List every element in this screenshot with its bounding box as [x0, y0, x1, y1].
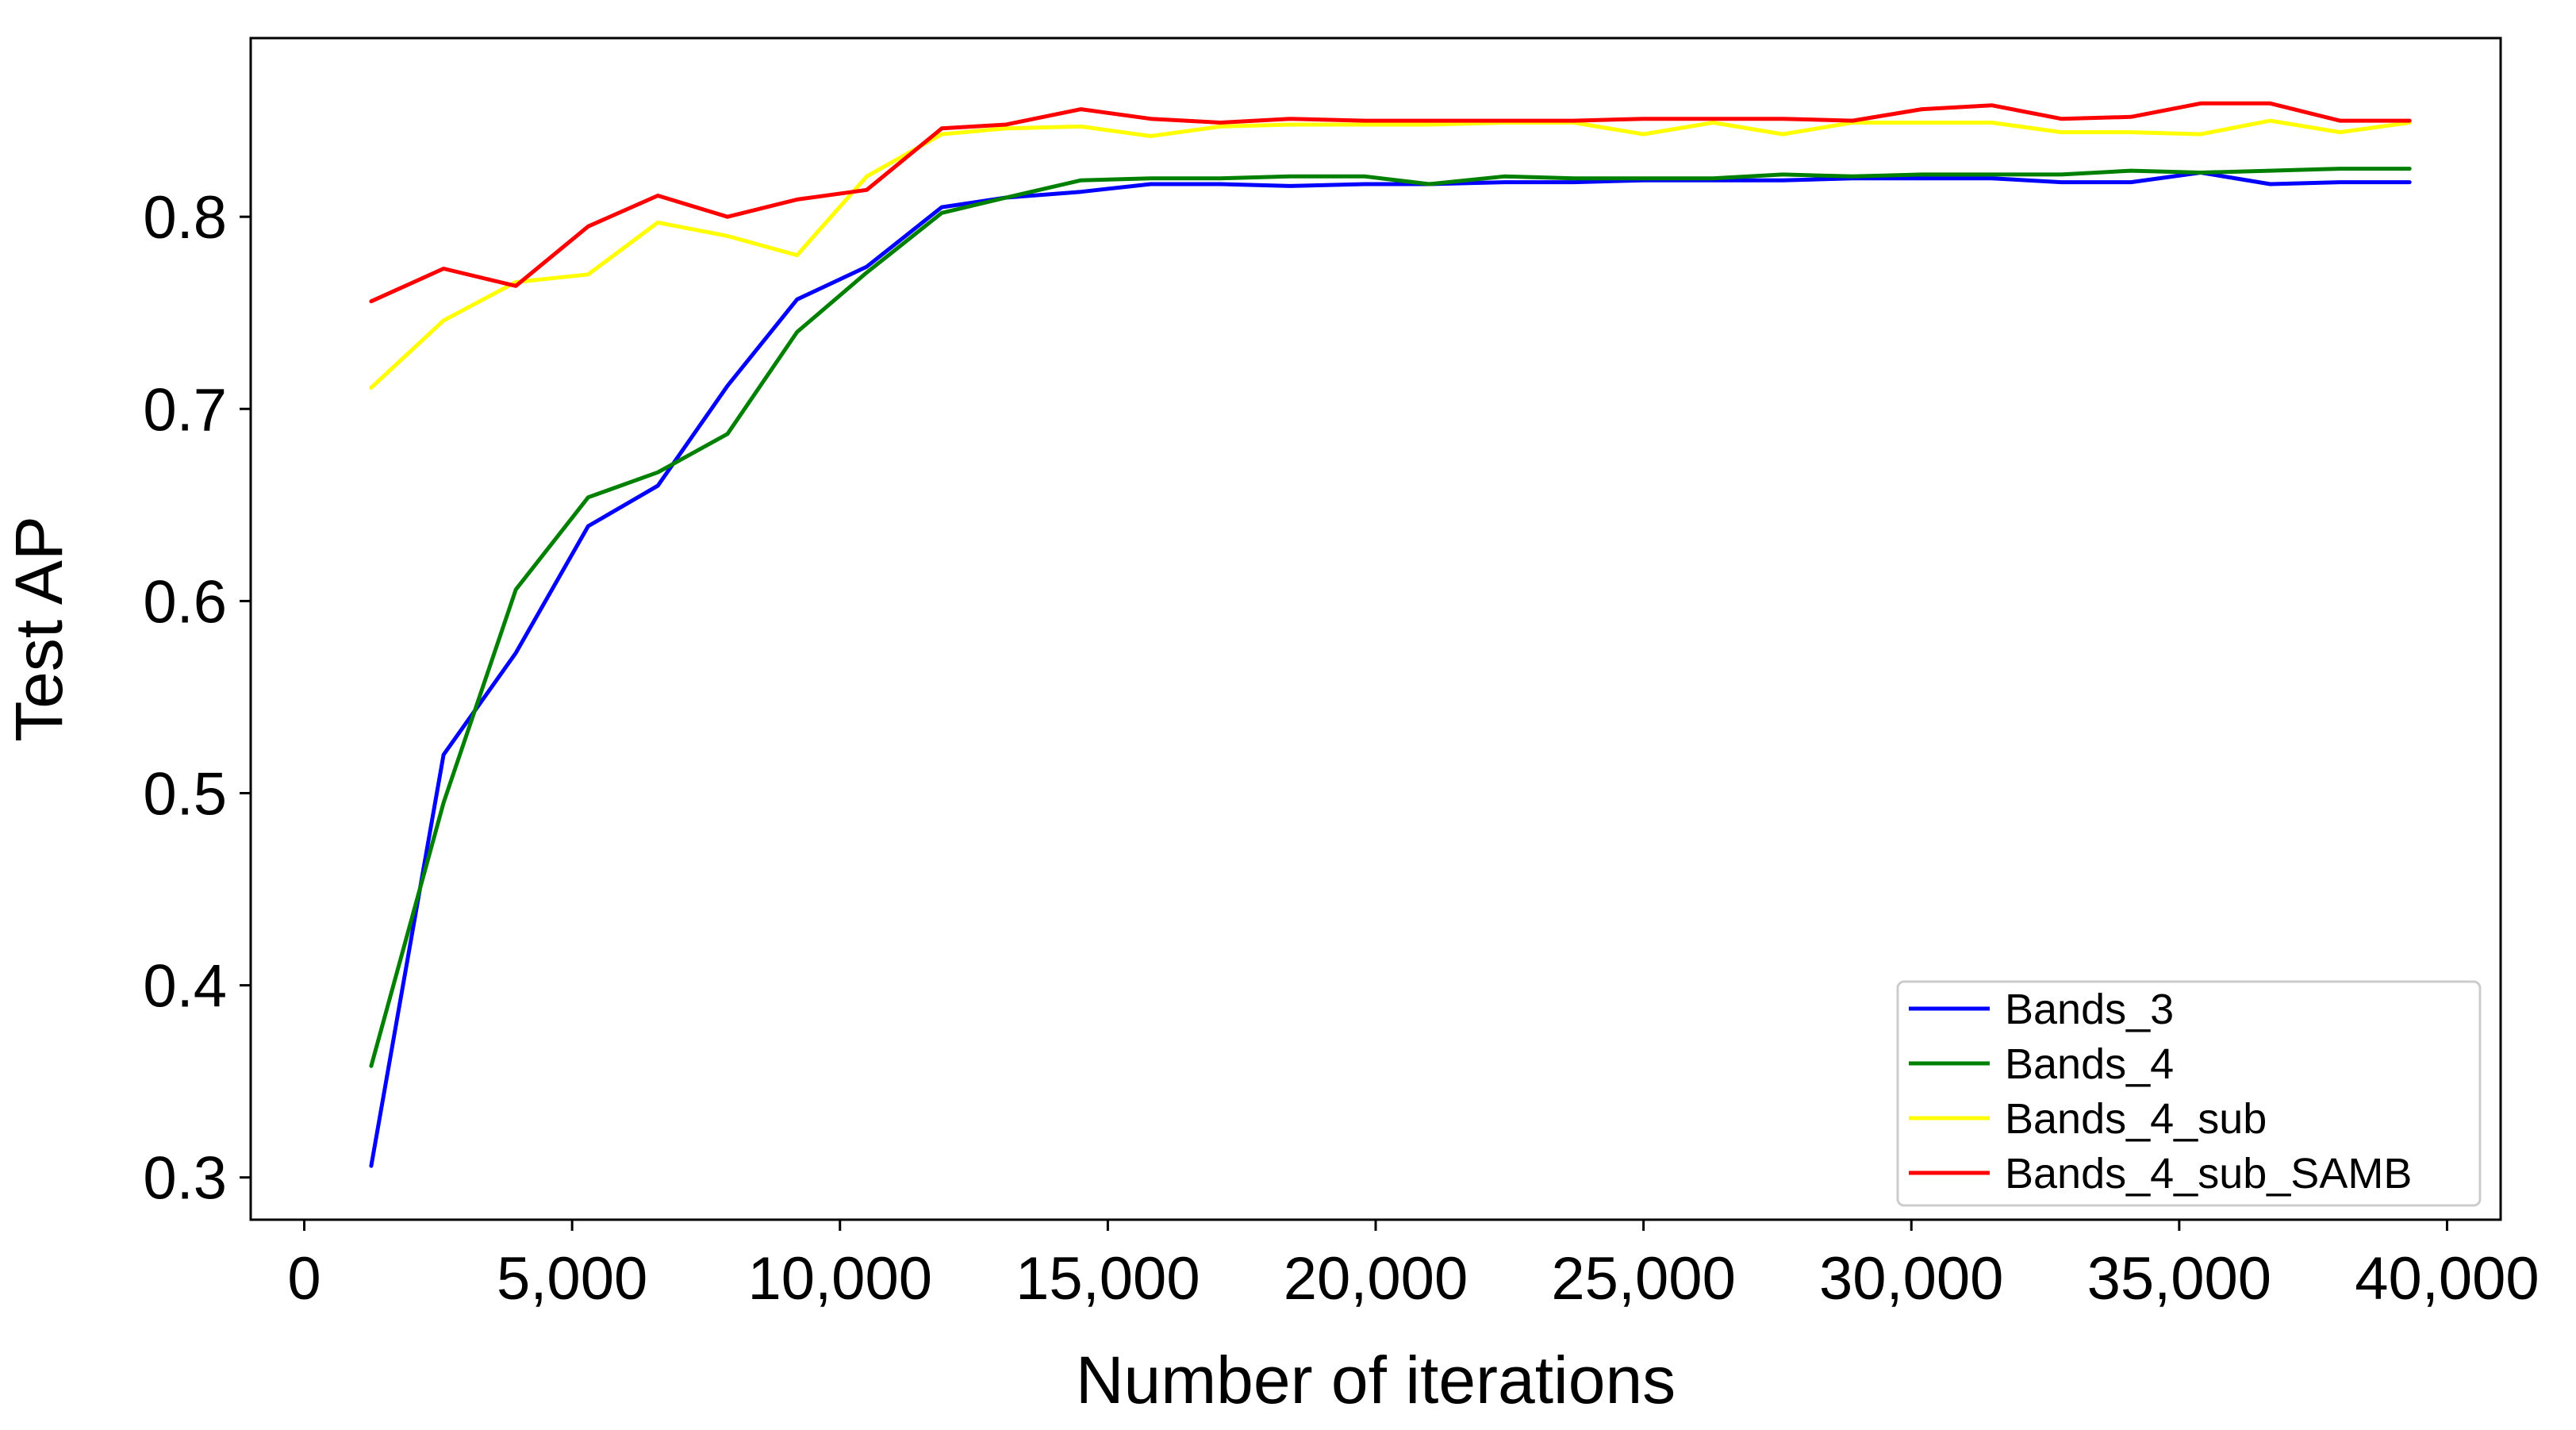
y-tick-label: 0.5	[143, 761, 227, 828]
x-tick-label: 20,000	[1284, 1245, 1468, 1313]
legend-label: Bands_4_sub_SAMB	[2005, 1150, 2412, 1197]
series-layer	[369, 101, 2412, 1168]
y-tick-label: 0.4	[143, 953, 227, 1021]
y-tick-label: 0.8	[143, 184, 227, 252]
y-tick-label: 0.7	[143, 376, 227, 444]
y-tick-label: 0.6	[143, 568, 227, 636]
x-tick-label: 25,000	[1551, 1245, 1735, 1313]
x-tick-label: 35,000	[2087, 1245, 2271, 1313]
legend: Bands_3 Bands_4 Bands_4_sub Bands_4_sub_SAM…	[1896, 980, 2482, 1207]
series-line-bands-4-sub	[369, 118, 2412, 390]
y-tick-label: 0.3	[143, 1145, 227, 1213]
series-line-bands-4-sub-samb	[369, 101, 2412, 304]
legend-box	[1896, 980, 2482, 1207]
y-axis: 0.3 0.4 0.5 0.6 0.7 0.8	[143, 184, 251, 1213]
x-tick-label: 0	[287, 1245, 321, 1313]
x-tick-label: 30,000	[1819, 1245, 2003, 1313]
x-axis-label: Number of iterations	[1076, 1343, 1676, 1417]
series-line-bands-3	[369, 171, 2412, 1168]
legend-label: Bands_3	[2005, 986, 2174, 1033]
series-line-bands-4	[369, 167, 2412, 1068]
legend-label: Bands_4_sub	[2005, 1095, 2267, 1143]
x-tick-label: 15,000	[1015, 1245, 1200, 1313]
x-tick-label: 10,000	[748, 1245, 932, 1313]
legend-label: Bands_4	[2005, 1040, 2174, 1088]
y-axis-label: Test AP	[2, 516, 76, 742]
x-tick-label: 5,000	[497, 1245, 647, 1313]
x-tick-label: 40,000	[2355, 1245, 2539, 1313]
x-axis: 0 5,000 10,000 15,000 20,000 25,000 30,000 35,0…	[287, 1220, 2540, 1313]
